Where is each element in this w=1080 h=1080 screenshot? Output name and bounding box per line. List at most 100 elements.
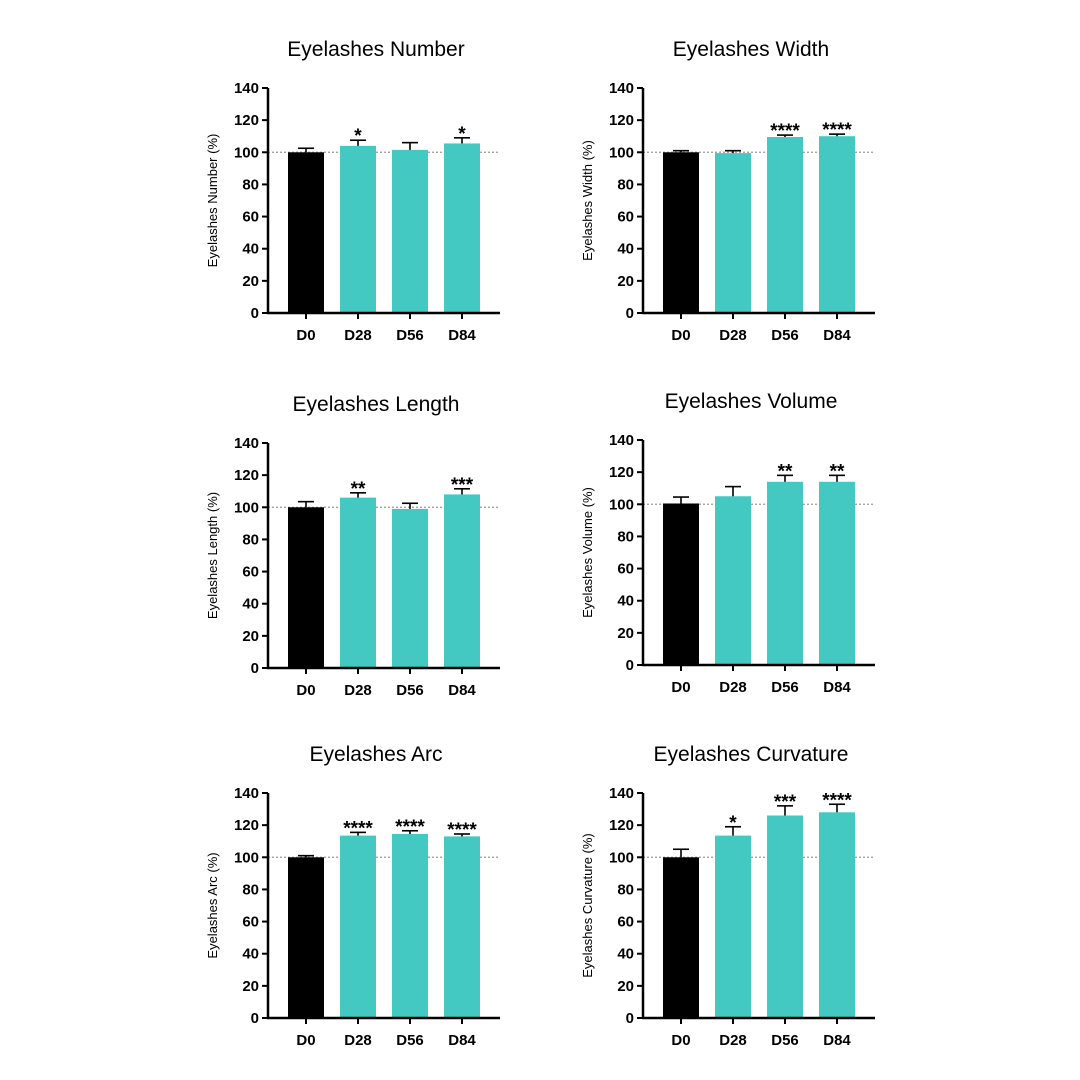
x-tick-label: D56 xyxy=(771,327,799,344)
bar-d0 xyxy=(288,857,324,1018)
y-tick-label: 140 xyxy=(609,785,634,802)
bar-d56 xyxy=(767,137,803,313)
chart-title: Eyelashes Length xyxy=(293,393,460,416)
chart-panel-3: Eyelashes Length Eyelashes Length (%) 0 20 4… xyxy=(205,393,500,699)
x-tick-label: D0 xyxy=(671,327,690,344)
x-tick-label: D0 xyxy=(296,327,315,344)
x-tick-label: D0 xyxy=(296,682,315,699)
significance-marker: **** xyxy=(395,817,425,838)
y-tick-label: 40 xyxy=(242,946,259,963)
y-tick-label: 100 xyxy=(609,144,634,161)
y-tick-label: 0 xyxy=(626,1010,634,1027)
significance-marker: **** xyxy=(343,818,373,839)
y-axis-label: Eyelashes Number (%) xyxy=(205,134,220,268)
y-tick-label: 20 xyxy=(617,273,634,290)
x-tick-label: D0 xyxy=(671,1032,690,1049)
y-tick-label: 80 xyxy=(242,531,259,548)
x-tick-label: D28 xyxy=(344,327,372,344)
significance-marker: * xyxy=(458,124,466,145)
y-tick-label: 100 xyxy=(234,849,259,866)
y-tick-label: 20 xyxy=(242,978,259,995)
y-axis-label: Eyelashes Curvature (%) xyxy=(580,833,595,978)
chart-panel-2: Eyelashes Width Eyelashes Width (%) 0 20 40 6… xyxy=(580,38,875,344)
chart-title: Eyelashes Number xyxy=(287,38,464,61)
y-tick-label: 60 xyxy=(242,914,259,931)
chart-panel-5: Eyelashes Arc Eyelashes Arc (%) 0 20 40 60 80 1… xyxy=(205,743,500,1049)
bar-d28 xyxy=(715,496,751,665)
bar-d84 xyxy=(819,812,855,1018)
bar-d0 xyxy=(288,507,324,668)
x-tick-label: D56 xyxy=(771,679,799,696)
y-tick-label: 20 xyxy=(242,273,259,290)
bar-d56 xyxy=(767,815,803,1018)
x-tick-label: D56 xyxy=(396,1032,424,1049)
y-tick-label: 80 xyxy=(617,528,634,545)
y-tick-label: 60 xyxy=(617,561,634,578)
bar-d84 xyxy=(819,136,855,313)
y-tick-label: 140 xyxy=(609,432,634,449)
x-tick-label: D84 xyxy=(823,679,851,696)
x-tick-label: D28 xyxy=(719,327,747,344)
x-tick-label: D28 xyxy=(344,1032,372,1049)
y-tick-label: 0 xyxy=(251,1010,259,1027)
bar-d28 xyxy=(340,835,376,1018)
y-tick-label: 40 xyxy=(617,593,634,610)
significance-marker: *** xyxy=(774,792,797,813)
y-tick-label: 60 xyxy=(242,564,259,581)
x-tick-label: D84 xyxy=(448,327,476,344)
bar-d84 xyxy=(444,143,480,313)
bar-d0 xyxy=(663,857,699,1018)
significance-marker: *** xyxy=(451,475,474,496)
y-tick-label: 80 xyxy=(617,176,634,193)
bar-d56 xyxy=(392,833,428,1018)
chart-panel-1: Eyelashes Number Eyelashes Number (%) 0 20 4… xyxy=(205,38,500,344)
x-tick-label: D56 xyxy=(396,682,424,699)
x-tick-label: D28 xyxy=(344,682,372,699)
y-tick-label: 140 xyxy=(234,80,259,97)
x-tick-label: D84 xyxy=(823,1032,851,1049)
y-tick-label: 140 xyxy=(234,435,259,452)
y-tick-label: 80 xyxy=(242,881,259,898)
chart-title: Eyelashes Volume xyxy=(665,390,838,413)
x-tick-label: D84 xyxy=(448,1032,476,1049)
y-tick-label: 0 xyxy=(626,657,634,674)
y-tick-label: 120 xyxy=(609,112,634,129)
chart-panel-4: Eyelashes Volume Eyelashes Volume (%) 0 20 4… xyxy=(580,390,875,696)
bar-d28 xyxy=(340,497,376,668)
x-tick-label: D0 xyxy=(296,1032,315,1049)
y-tick-label: 120 xyxy=(234,467,259,484)
y-tick-label: 0 xyxy=(626,305,634,322)
chart-title: Eyelashes Arc xyxy=(309,743,442,766)
y-tick-label: 120 xyxy=(234,817,259,834)
x-tick-label: D84 xyxy=(448,682,476,699)
y-tick-label: 140 xyxy=(609,80,634,97)
y-tick-label: 60 xyxy=(617,914,634,931)
x-tick-label: D56 xyxy=(771,1032,799,1049)
y-tick-label: 20 xyxy=(617,978,634,995)
bar-d56 xyxy=(767,481,803,665)
x-tick-label: D0 xyxy=(671,679,690,696)
y-tick-label: 60 xyxy=(617,209,634,226)
bar-d84 xyxy=(819,481,855,665)
y-axis-label: Eyelashes Width (%) xyxy=(580,140,595,261)
y-tick-label: 100 xyxy=(234,144,259,161)
bar-d56 xyxy=(392,149,428,313)
chart-panel-6: Eyelashes Curvature Eyelashes Curvature (… xyxy=(580,743,875,1049)
y-tick-label: 40 xyxy=(617,946,634,963)
bar-d56 xyxy=(392,508,428,668)
significance-marker: ** xyxy=(351,479,366,500)
significance-marker: * xyxy=(354,126,362,147)
significance-marker: **** xyxy=(822,120,852,141)
bar-d28 xyxy=(340,145,376,313)
y-tick-label: 20 xyxy=(617,625,634,642)
bar-d0 xyxy=(288,152,324,313)
y-tick-label: 60 xyxy=(242,209,259,226)
significance-marker: ** xyxy=(778,461,793,482)
y-tick-label: 120 xyxy=(234,112,259,129)
bar-d84 xyxy=(444,836,480,1018)
bar-d0 xyxy=(663,503,699,665)
significance-marker: **** xyxy=(770,121,800,142)
x-tick-label: D84 xyxy=(823,327,851,344)
x-tick-label: D28 xyxy=(719,679,747,696)
